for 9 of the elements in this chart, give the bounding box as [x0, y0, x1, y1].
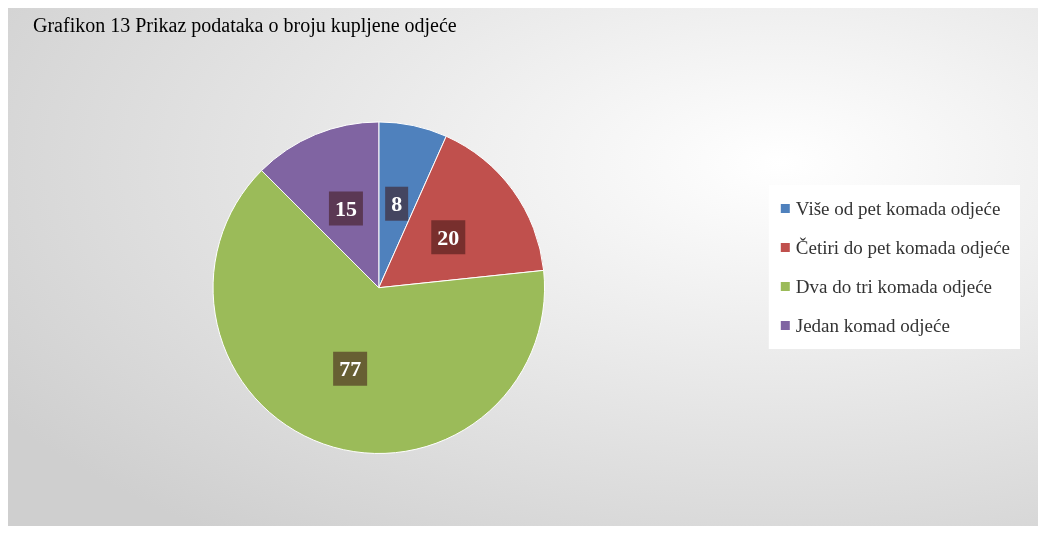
legend-label: Dva do tri komada odjeće — [795, 276, 993, 297]
data-label: 20 — [437, 224, 460, 250]
legend-label: Četiri do pet komada odjeće — [795, 237, 1011, 258]
data-label: 77 — [339, 356, 362, 382]
legend-label: Više od pet komada odjeće — [795, 198, 1001, 219]
data-label: 15 — [334, 195, 357, 221]
data-label: 8 — [391, 191, 403, 217]
chart-title: Grafikon 13 Prikaz podataka o broju kupljene odjeće — [33, 14, 457, 37]
legend-label: Jedan komad odjeće — [795, 315, 950, 336]
